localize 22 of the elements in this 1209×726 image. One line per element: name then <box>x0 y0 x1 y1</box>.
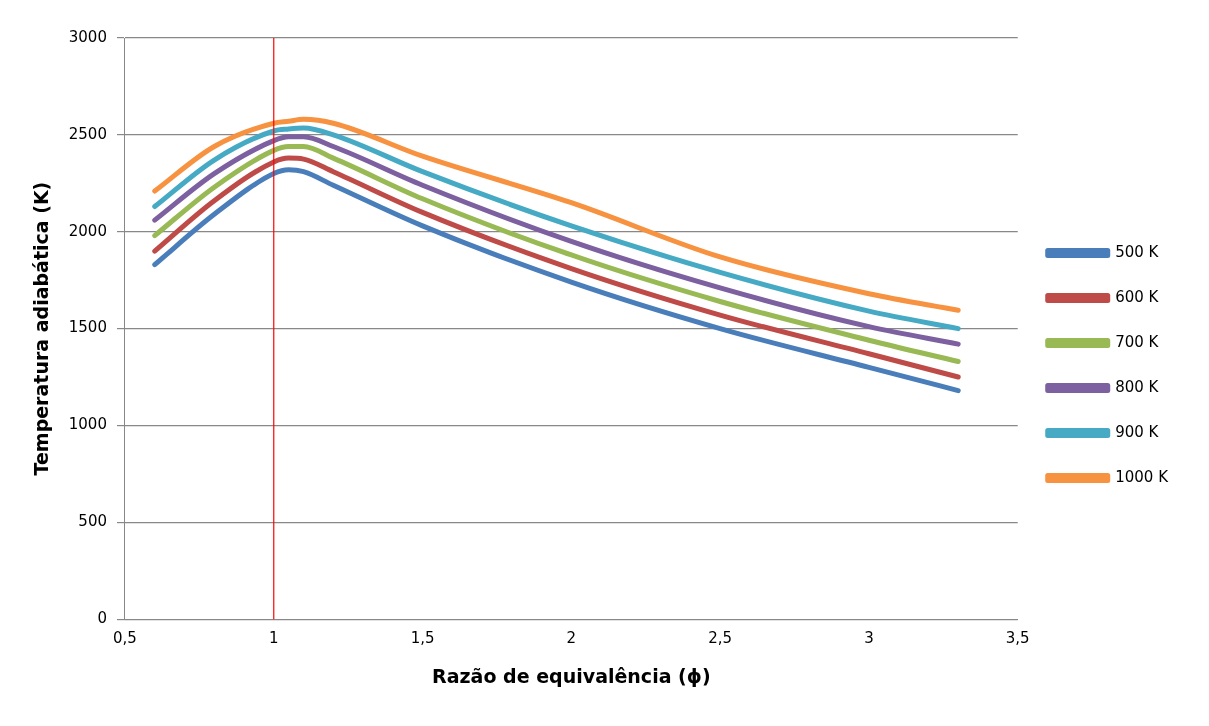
y-tick-label: 3000 <box>68 27 107 46</box>
legend-label: 1000 K <box>1115 467 1170 486</box>
y-tick-label: 1500 <box>68 318 107 337</box>
y-tick-label: 0 <box>97 609 107 628</box>
x-axis-title: Razão de equivalência (ϕ) <box>432 664 711 687</box>
x-tick-label: 1 <box>268 629 279 648</box>
x-tick-label: 3 <box>864 629 874 648</box>
x-tick-label: 1,5 <box>410 629 435 648</box>
y-axis-title: Temperatura adiabática (K) <box>30 181 53 476</box>
legend-label: 600 K <box>1115 287 1160 306</box>
y-tick-label: 2000 <box>68 221 107 240</box>
y-tick-label: 500 <box>78 512 107 531</box>
y-tick-label: 1000 <box>68 415 107 434</box>
legend-label: 500 K <box>1115 242 1160 261</box>
y-tick-label: 2500 <box>68 124 107 143</box>
legend-label: 800 K <box>1115 377 1160 396</box>
x-tick-label: 3,5 <box>1005 629 1030 648</box>
x-tick-label: 0,5 <box>113 629 137 648</box>
x-tick-label: 2 <box>566 629 577 648</box>
legend-label: 900 K <box>1115 422 1160 441</box>
legend-label: 700 K <box>1115 332 1160 351</box>
x-tick-label: 2,5 <box>708 629 733 648</box>
